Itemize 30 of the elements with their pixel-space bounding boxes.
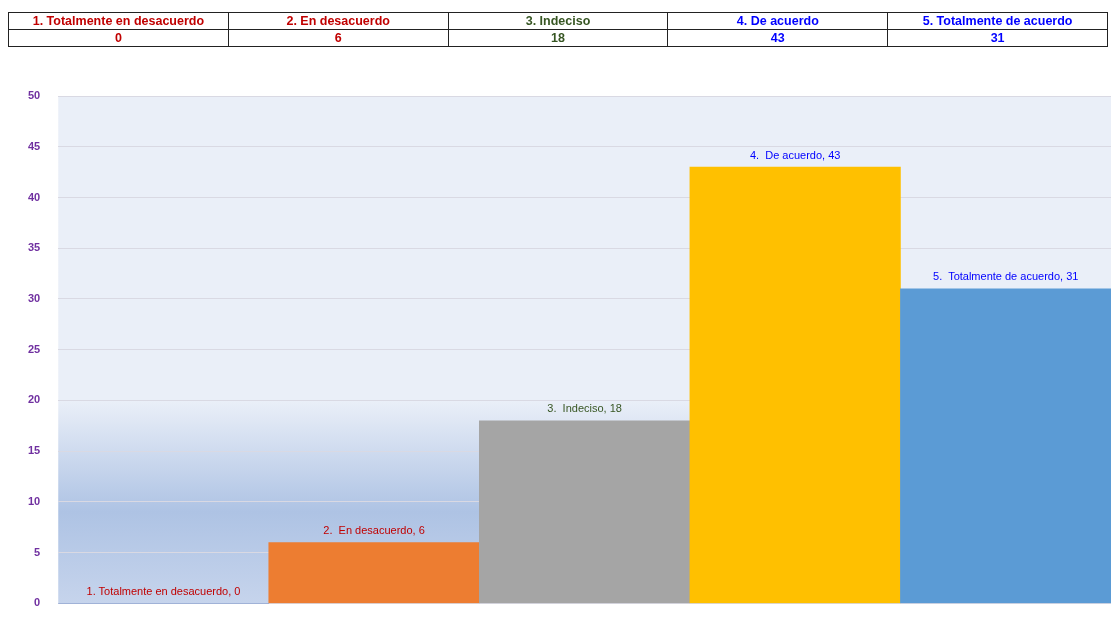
annotation: 1. Totalmente en desacuerdo, 0 — [86, 584, 241, 597]
y-tick-label: 45 — [27, 139, 41, 152]
y-tick-label: 20 — [27, 393, 41, 406]
data-label: 43 — [667, 29, 888, 47]
y-tick-label: 50 — [27, 89, 41, 102]
y-tick-label: 0 — [34, 596, 41, 609]
annotation: 4. De acuerdo, 43 — [749, 148, 841, 161]
x-tick-label: 4. De acuerdo — [667, 12, 888, 30]
y-tick-label: 40 — [27, 190, 41, 203]
y-tick-label: 5 — [34, 545, 41, 558]
data-label: 18 — [448, 29, 668, 47]
y-tick-label: 35 — [27, 241, 41, 254]
y-tick-label: 25 — [27, 342, 41, 355]
data-label: 6 — [228, 29, 449, 47]
bar — [689, 166, 901, 604]
x-tick-label: 1. Totalmente en desacuerdo — [8, 12, 229, 30]
y-tick-label: 15 — [27, 444, 41, 457]
bar — [479, 420, 691, 604]
x-tick-label: 2. En desacuerdo — [228, 12, 449, 30]
x-tick-label: 5. Totalmente de acuerdo — [887, 12, 1108, 30]
data-label: 31 — [887, 29, 1108, 47]
annotation: 3. Indeciso, 18 — [547, 402, 622, 415]
annotation: 5. Totalmente de acuerdo, 31 — [933, 270, 1079, 283]
annotation: 2. En desacuerdo, 6 — [323, 524, 425, 537]
bar — [268, 542, 480, 604]
x-tick-label: 3. Indeciso — [448, 12, 668, 30]
y-tick-label: 10 — [27, 494, 41, 507]
y-tick-label: 30 — [27, 291, 41, 304]
data-label: 0 — [8, 29, 229, 47]
bar — [900, 288, 1111, 604]
